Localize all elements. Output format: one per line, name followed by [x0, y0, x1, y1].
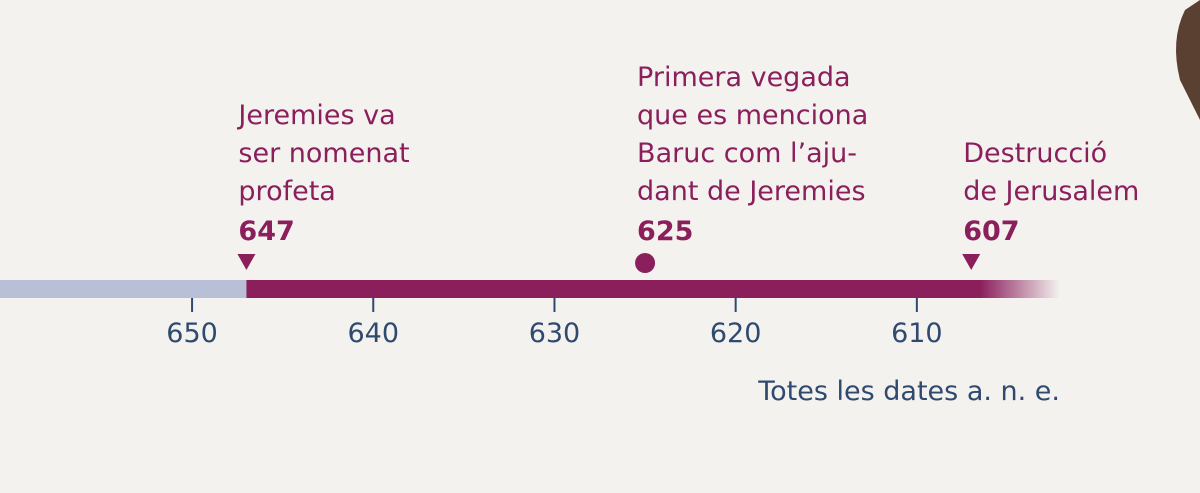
- edge-decoration: [1176, 0, 1200, 120]
- event-year: 625: [637, 216, 693, 247]
- timeline-bar: [246, 280, 980, 298]
- event-year: 607: [963, 216, 1019, 247]
- event-year: 647: [238, 216, 294, 247]
- event-label: ser nomenat: [238, 138, 409, 169]
- event-label: que es menciona: [637, 100, 868, 131]
- event-label: Destrucció: [963, 138, 1107, 169]
- event-marker: [962, 254, 981, 270]
- event-marker: [635, 253, 656, 273]
- x-tick-label: 620: [710, 318, 762, 349]
- timeline-before: [0, 280, 247, 298]
- event-label: Jeremies va: [236, 100, 395, 131]
- note: Totes les dates a. n. e.: [757, 376, 1060, 407]
- event-label: profeta: [238, 176, 335, 207]
- event-label: Primera vegada: [637, 62, 851, 93]
- x-tick-label: 640: [347, 318, 399, 349]
- event-label: dant de Jeremies: [637, 176, 865, 207]
- timeline-fade: [980, 280, 1060, 298]
- x-tick-label: 610: [891, 318, 943, 349]
- event-label: de Jerusalem: [963, 176, 1139, 207]
- x-tick-label: 650: [166, 318, 218, 349]
- x-tick-label: 630: [529, 318, 581, 349]
- event-marker: [237, 254, 256, 270]
- event-label: Baruc com l’aju-: [637, 138, 857, 169]
